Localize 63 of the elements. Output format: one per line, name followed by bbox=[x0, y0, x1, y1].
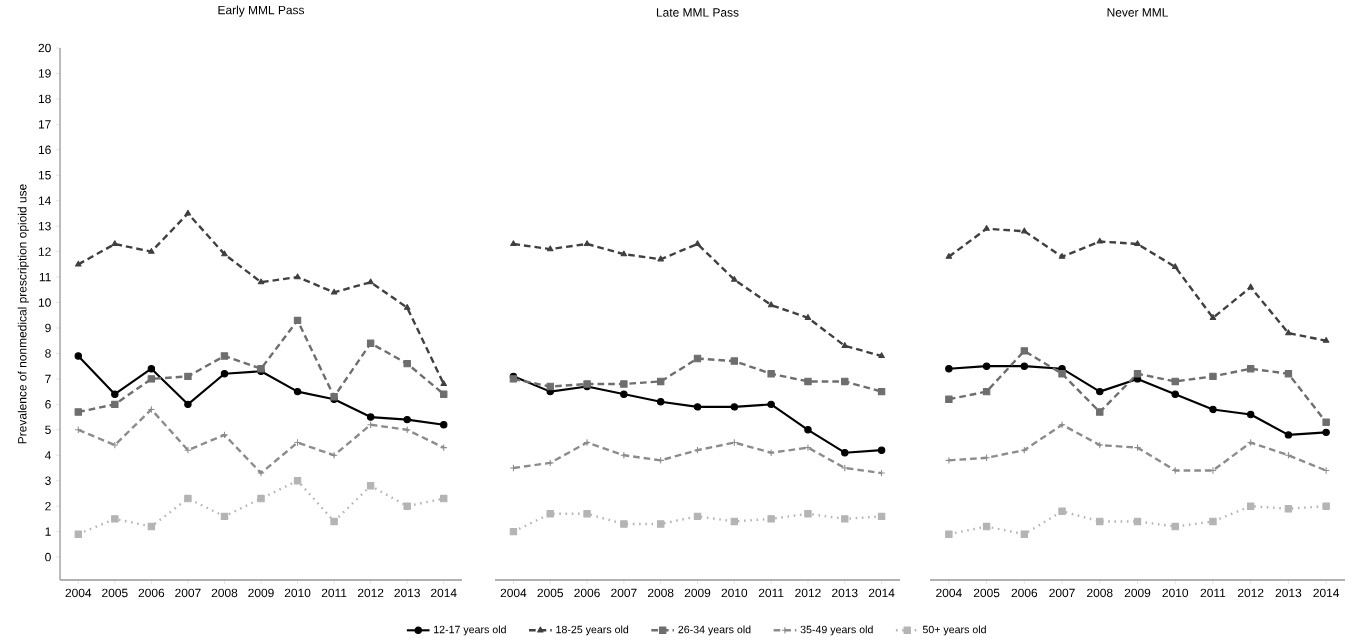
y-tick-label: 3 bbox=[45, 476, 51, 485]
x-tick-label: 2008 bbox=[648, 588, 674, 597]
y-tick-label: 5 bbox=[45, 425, 51, 434]
x-tick-label: 2004 bbox=[65, 588, 92, 597]
y-tick-label: 19 bbox=[38, 68, 51, 78]
legend-label: 35-49 years old bbox=[800, 625, 873, 636]
y-tick-label: 7 bbox=[45, 374, 51, 383]
x-tick-label: 2007 bbox=[611, 588, 637, 597]
y-tick-label: 18 bbox=[38, 94, 51, 103]
x-tick-label: 2014 bbox=[431, 588, 457, 597]
x-tick-label: 2006 bbox=[138, 588, 165, 597]
x-tick-label: 2013 bbox=[832, 588, 858, 597]
y-tick-label: 6 bbox=[45, 399, 51, 409]
x-tick-label: 2008 bbox=[211, 588, 238, 597]
x-tick-label: 2013 bbox=[394, 588, 420, 597]
y-tick-label: 1 bbox=[45, 527, 51, 536]
y-tick-label: 13 bbox=[38, 221, 51, 231]
y-tick-label: 0 bbox=[45, 552, 51, 562]
x-tick-label: 2014 bbox=[1313, 588, 1340, 597]
y-tick-label: 11 bbox=[39, 272, 51, 281]
x-tick-label: 2005 bbox=[102, 588, 128, 597]
chart-title: Early MML Pass bbox=[218, 5, 305, 17]
y-tick-label: 15 bbox=[38, 170, 51, 180]
x-tick-label: 2005 bbox=[973, 588, 1000, 597]
x-tick-label: 2014 bbox=[868, 588, 895, 597]
x-tick-label: 2012 bbox=[357, 588, 384, 597]
y-tick-label: 16 bbox=[38, 145, 51, 154]
chart-title: Late MML Pass bbox=[656, 8, 739, 17]
y-axis-title: Prevalence of nonmedical prescription opioid use bbox=[17, 184, 29, 444]
y-tick-label: 12 bbox=[38, 247, 51, 256]
x-tick-label: 2011 bbox=[758, 588, 784, 597]
x-tick-label: 2006 bbox=[574, 588, 600, 597]
y-tick-label: 8 bbox=[45, 348, 51, 358]
legend-label: 50+ years old bbox=[922, 625, 986, 636]
chart-title: Never MML bbox=[1107, 8, 1168, 17]
x-tick-label: 2004 bbox=[500, 588, 527, 597]
y-tick-label: 9 bbox=[45, 323, 51, 332]
legend-label: 26-34 years old bbox=[678, 625, 751, 636]
x-tick-label: 2009 bbox=[684, 588, 711, 597]
x-tick-label: 2007 bbox=[175, 588, 201, 597]
x-tick-label: 2010 bbox=[721, 588, 748, 597]
legend-label: 18-25 years old bbox=[556, 625, 629, 636]
legend-label: 12-17 years old bbox=[434, 625, 506, 636]
y-tick-label: 17 bbox=[38, 120, 51, 129]
x-tick-label: 2011 bbox=[321, 588, 347, 597]
x-tick-label: 2012 bbox=[1237, 588, 1264, 597]
x-tick-label: 2013 bbox=[1275, 588, 1302, 597]
y-tick-label: 4 bbox=[44, 450, 51, 460]
x-tick-label: 2007 bbox=[1049, 588, 1075, 597]
x-tick-label: 2011 bbox=[1200, 588, 1226, 597]
x-tick-label: 2010 bbox=[1162, 588, 1189, 597]
x-tick-label: 2009 bbox=[1124, 588, 1151, 597]
x-tick-label: 2005 bbox=[537, 588, 564, 597]
y-tick-label: 14 bbox=[38, 196, 51, 205]
x-tick-label: 2012 bbox=[795, 588, 821, 597]
x-tick-label: 2008 bbox=[1087, 588, 1113, 597]
x-tick-label: 2004 bbox=[936, 588, 962, 597]
x-tick-label: 2006 bbox=[1011, 588, 1038, 597]
x-tick-label: 2010 bbox=[284, 588, 311, 597]
y-tick-label: 20 bbox=[38, 43, 51, 52]
x-tick-label: 2009 bbox=[248, 588, 274, 597]
y-tick-label: 2 bbox=[45, 501, 51, 511]
y-tick-label: 10 bbox=[38, 298, 51, 307]
